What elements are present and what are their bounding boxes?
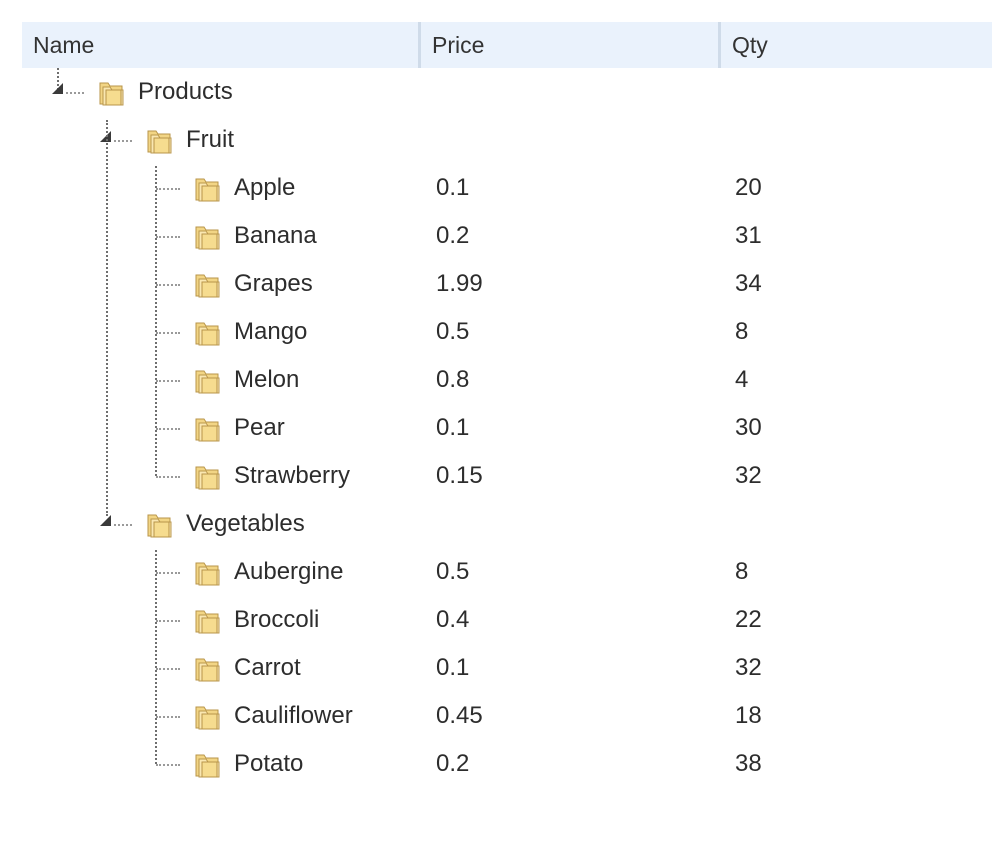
- item-name: Banana: [234, 222, 317, 249]
- table-row[interactable]: Carrot 0.1 32: [22, 644, 992, 692]
- column-header-row: Name Price Qty: [22, 22, 992, 68]
- price-cell: 0.1: [436, 414, 470, 441]
- table-row[interactable]: Melon 0.8 4: [22, 356, 992, 404]
- expanded-triangle-icon[interactable]: [99, 130, 112, 143]
- folder-icon: [195, 418, 220, 442]
- tree-guide-line: [106, 120, 108, 516]
- price-cell: 0.2: [436, 222, 470, 249]
- price-cell: 0.45: [436, 702, 483, 729]
- tree-guide-line: [156, 764, 180, 766]
- qty-cell: 38: [735, 750, 762, 777]
- item-name: Strawberry: [234, 462, 351, 489]
- table-row[interactable]: Aubergine 0.5 8: [22, 548, 992, 596]
- tree-guide-line: [156, 188, 180, 190]
- column-header-qty[interactable]: Qty: [732, 32, 768, 58]
- folder-icon: [147, 130, 172, 154]
- item-name: Apple: [234, 174, 296, 201]
- tree-node-group[interactable]: Fruit: [22, 116, 992, 164]
- qty-cell: 31: [735, 222, 762, 249]
- tree-body: Products Fruit Apple 0.1 20 Banana 0.2 31 Grapes…: [22, 68, 992, 788]
- qty-cell: 32: [735, 462, 762, 489]
- table-row[interactable]: Apple 0.1 20: [22, 164, 992, 212]
- price-cell: 0.1: [436, 174, 470, 201]
- item-name: Grapes: [234, 270, 313, 297]
- item-name: Carrot: [234, 654, 301, 681]
- tree-guide-line: [57, 68, 59, 90]
- tree-node-group[interactable]: Vegetables: [22, 500, 992, 548]
- qty-cell: 8: [735, 558, 749, 585]
- tree-guide-line: [156, 284, 180, 286]
- table-row[interactable]: Potato 0.2 38: [22, 740, 992, 788]
- tree-guide-line: [156, 236, 180, 238]
- qty-cell: 32: [735, 654, 762, 681]
- tree-node-label: Vegetables: [186, 510, 305, 537]
- price-cell: 0.5: [436, 558, 470, 585]
- price-cell: 0.4: [436, 606, 470, 633]
- qty-cell: 30: [735, 414, 762, 441]
- item-name: Potato: [234, 750, 304, 777]
- table-row[interactable]: Broccoli 0.4 22: [22, 596, 992, 644]
- folder-icon: [147, 514, 172, 538]
- folder-icon: [195, 754, 220, 778]
- folder-icon: [195, 274, 220, 298]
- item-name: Pear: [234, 414, 285, 441]
- folder-icon: [99, 82, 124, 106]
- item-name: Aubergine: [234, 558, 344, 585]
- tree-guide-line: [156, 476, 180, 478]
- folder-icon: [195, 226, 220, 250]
- tree-guide-line: [156, 572, 180, 574]
- qty-cell: 20: [735, 174, 762, 201]
- tree-guide-line: [156, 428, 180, 430]
- expanded-triangle-icon[interactable]: [51, 82, 64, 95]
- price-cell: 0.15: [436, 462, 483, 489]
- tree-node-root[interactable]: Products: [22, 68, 992, 116]
- table-row[interactable]: Strawberry 0.15 32: [22, 452, 992, 500]
- folder-icon: [195, 178, 220, 202]
- tree-guide-line: [114, 524, 132, 526]
- item-name: Cauliflower: [234, 702, 353, 729]
- tree-grid: Name Price Qty Products Fruit Apple 0.1 20 Ba…: [22, 22, 992, 788]
- tree-guide-line: [66, 92, 84, 94]
- qty-cell: 8: [735, 318, 749, 345]
- column-header-name[interactable]: Name: [33, 32, 95, 58]
- price-cell: 1.99: [436, 270, 483, 297]
- tree-guide-line: [156, 332, 180, 334]
- folder-icon: [195, 706, 220, 730]
- tree-guide-line: [156, 620, 180, 622]
- tree-guide-line: [156, 668, 180, 670]
- price-cell: 0.2: [436, 750, 470, 777]
- folder-icon: [195, 466, 220, 490]
- item-name: Melon: [234, 366, 300, 393]
- price-cell: 0.8: [436, 366, 470, 393]
- column-resize-handle-name[interactable]: [418, 22, 421, 68]
- table-row[interactable]: Pear 0.1 30: [22, 404, 992, 452]
- tree-guide-line: [155, 166, 157, 476]
- tree-guide-line: [155, 550, 157, 764]
- expanded-triangle-icon[interactable]: [99, 514, 112, 527]
- folder-icon: [195, 610, 220, 634]
- folder-icon: [195, 370, 220, 394]
- item-name: Broccoli: [234, 606, 320, 633]
- folder-icon: [195, 562, 220, 586]
- table-row[interactable]: Cauliflower 0.45 18: [22, 692, 992, 740]
- folder-icon: [195, 658, 220, 682]
- qty-cell: 4: [735, 366, 749, 393]
- item-name: Mango: [234, 318, 308, 345]
- qty-cell: 34: [735, 270, 762, 297]
- column-resize-handle-price[interactable]: [718, 22, 721, 68]
- table-row[interactable]: Banana 0.2 31: [22, 212, 992, 260]
- tree-guide-line: [156, 380, 180, 382]
- column-header-price[interactable]: Price: [432, 32, 485, 58]
- tree-node-label: Fruit: [186, 126, 234, 153]
- price-cell: 0.1: [436, 654, 470, 681]
- table-row[interactable]: Grapes 1.99 34: [22, 260, 992, 308]
- qty-cell: 18: [735, 702, 762, 729]
- tree-node-label: Products: [138, 78, 233, 105]
- tree-guide-line: [114, 140, 132, 142]
- price-cell: 0.5: [436, 318, 470, 345]
- folder-icon: [195, 322, 220, 346]
- table-row[interactable]: Mango 0.5 8: [22, 308, 992, 356]
- qty-cell: 22: [735, 606, 762, 633]
- tree-guide-line: [156, 716, 180, 718]
